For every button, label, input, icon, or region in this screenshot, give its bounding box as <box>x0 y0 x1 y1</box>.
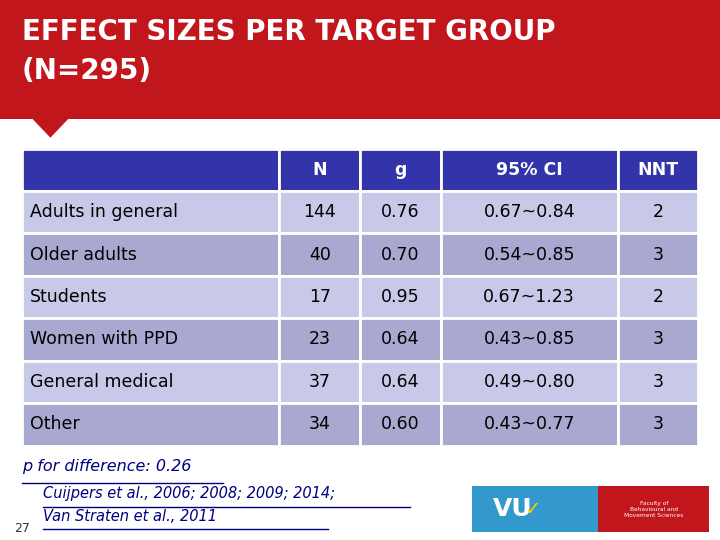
FancyBboxPatch shape <box>618 361 698 403</box>
Text: Van Straten et al., 2011: Van Straten et al., 2011 <box>43 509 217 524</box>
FancyBboxPatch shape <box>598 486 709 532</box>
Text: p for difference: 0.26: p for difference: 0.26 <box>22 459 191 474</box>
FancyBboxPatch shape <box>22 233 279 276</box>
Text: 3: 3 <box>652 415 664 433</box>
FancyBboxPatch shape <box>618 276 698 318</box>
Text: 0.67~0.84: 0.67~0.84 <box>483 203 575 221</box>
FancyBboxPatch shape <box>279 233 360 276</box>
Text: 0.64: 0.64 <box>381 373 420 391</box>
Text: 2: 2 <box>652 288 664 306</box>
Text: 0.60: 0.60 <box>381 415 420 433</box>
Text: 40: 40 <box>309 246 330 264</box>
FancyBboxPatch shape <box>618 403 698 445</box>
Text: 34: 34 <box>309 415 330 433</box>
Text: 17: 17 <box>309 288 330 306</box>
Text: 144: 144 <box>303 203 336 221</box>
FancyBboxPatch shape <box>360 361 441 403</box>
FancyBboxPatch shape <box>618 233 698 276</box>
FancyBboxPatch shape <box>22 318 279 361</box>
Text: N: N <box>312 161 327 179</box>
FancyBboxPatch shape <box>360 148 441 191</box>
Text: 37: 37 <box>309 373 330 391</box>
FancyBboxPatch shape <box>441 276 618 318</box>
Text: Adults in general: Adults in general <box>30 203 179 221</box>
Text: Faculty of
Behavioural and
Movement Sciences: Faculty of Behavioural and Movement Scie… <box>624 501 683 517</box>
FancyBboxPatch shape <box>441 233 618 276</box>
Text: EFFECT SIZES PER TARGET GROUP: EFFECT SIZES PER TARGET GROUP <box>22 18 555 46</box>
FancyBboxPatch shape <box>360 233 441 276</box>
Polygon shape <box>32 119 68 138</box>
FancyBboxPatch shape <box>22 148 279 191</box>
Text: 3: 3 <box>652 330 664 348</box>
FancyBboxPatch shape <box>22 276 279 318</box>
Text: 3: 3 <box>652 373 664 391</box>
Text: 0.95: 0.95 <box>381 288 420 306</box>
Text: 0.64: 0.64 <box>381 330 420 348</box>
Text: VU: VU <box>493 497 533 521</box>
Text: 3: 3 <box>652 246 664 264</box>
FancyBboxPatch shape <box>472 486 598 532</box>
FancyBboxPatch shape <box>279 276 360 318</box>
FancyBboxPatch shape <box>360 403 441 445</box>
Text: Cuijpers et al., 2006; 2008; 2009; 2014;: Cuijpers et al., 2006; 2008; 2009; 2014; <box>43 486 336 501</box>
FancyBboxPatch shape <box>279 403 360 445</box>
Text: (N=295): (N=295) <box>22 57 152 85</box>
FancyBboxPatch shape <box>441 191 618 233</box>
Text: 0.76: 0.76 <box>381 203 420 221</box>
FancyBboxPatch shape <box>441 403 618 445</box>
FancyBboxPatch shape <box>279 191 360 233</box>
FancyBboxPatch shape <box>360 318 441 361</box>
Text: Other: Other <box>30 415 80 433</box>
Text: 27: 27 <box>14 522 30 535</box>
FancyBboxPatch shape <box>279 318 360 361</box>
FancyBboxPatch shape <box>22 191 279 233</box>
Text: 0.70: 0.70 <box>381 246 420 264</box>
FancyBboxPatch shape <box>22 403 279 445</box>
Text: Older adults: Older adults <box>30 246 137 264</box>
Text: NNT: NNT <box>637 161 679 179</box>
FancyBboxPatch shape <box>441 148 618 191</box>
Text: 0.43~0.77: 0.43~0.77 <box>483 415 575 433</box>
FancyBboxPatch shape <box>22 361 279 403</box>
FancyBboxPatch shape <box>618 148 698 191</box>
FancyBboxPatch shape <box>360 276 441 318</box>
Text: 2: 2 <box>652 203 664 221</box>
Text: 23: 23 <box>309 330 330 348</box>
Text: ✓: ✓ <box>524 500 541 519</box>
FancyBboxPatch shape <box>279 148 360 191</box>
Text: 0.54~0.85: 0.54~0.85 <box>483 246 575 264</box>
Text: 95% CI: 95% CI <box>496 161 562 179</box>
FancyBboxPatch shape <box>360 191 441 233</box>
Text: Women with PPD: Women with PPD <box>30 330 179 348</box>
FancyBboxPatch shape <box>441 318 618 361</box>
Text: g: g <box>394 161 407 179</box>
FancyBboxPatch shape <box>279 361 360 403</box>
Text: 0.49~0.80: 0.49~0.80 <box>483 373 575 391</box>
FancyBboxPatch shape <box>441 361 618 403</box>
FancyBboxPatch shape <box>618 318 698 361</box>
FancyBboxPatch shape <box>618 191 698 233</box>
Text: Students: Students <box>30 288 108 306</box>
Text: 0.43~0.85: 0.43~0.85 <box>483 330 575 348</box>
Text: General medical: General medical <box>30 373 174 391</box>
FancyBboxPatch shape <box>0 0 720 119</box>
Text: 0.67~1.23: 0.67~1.23 <box>483 288 575 306</box>
